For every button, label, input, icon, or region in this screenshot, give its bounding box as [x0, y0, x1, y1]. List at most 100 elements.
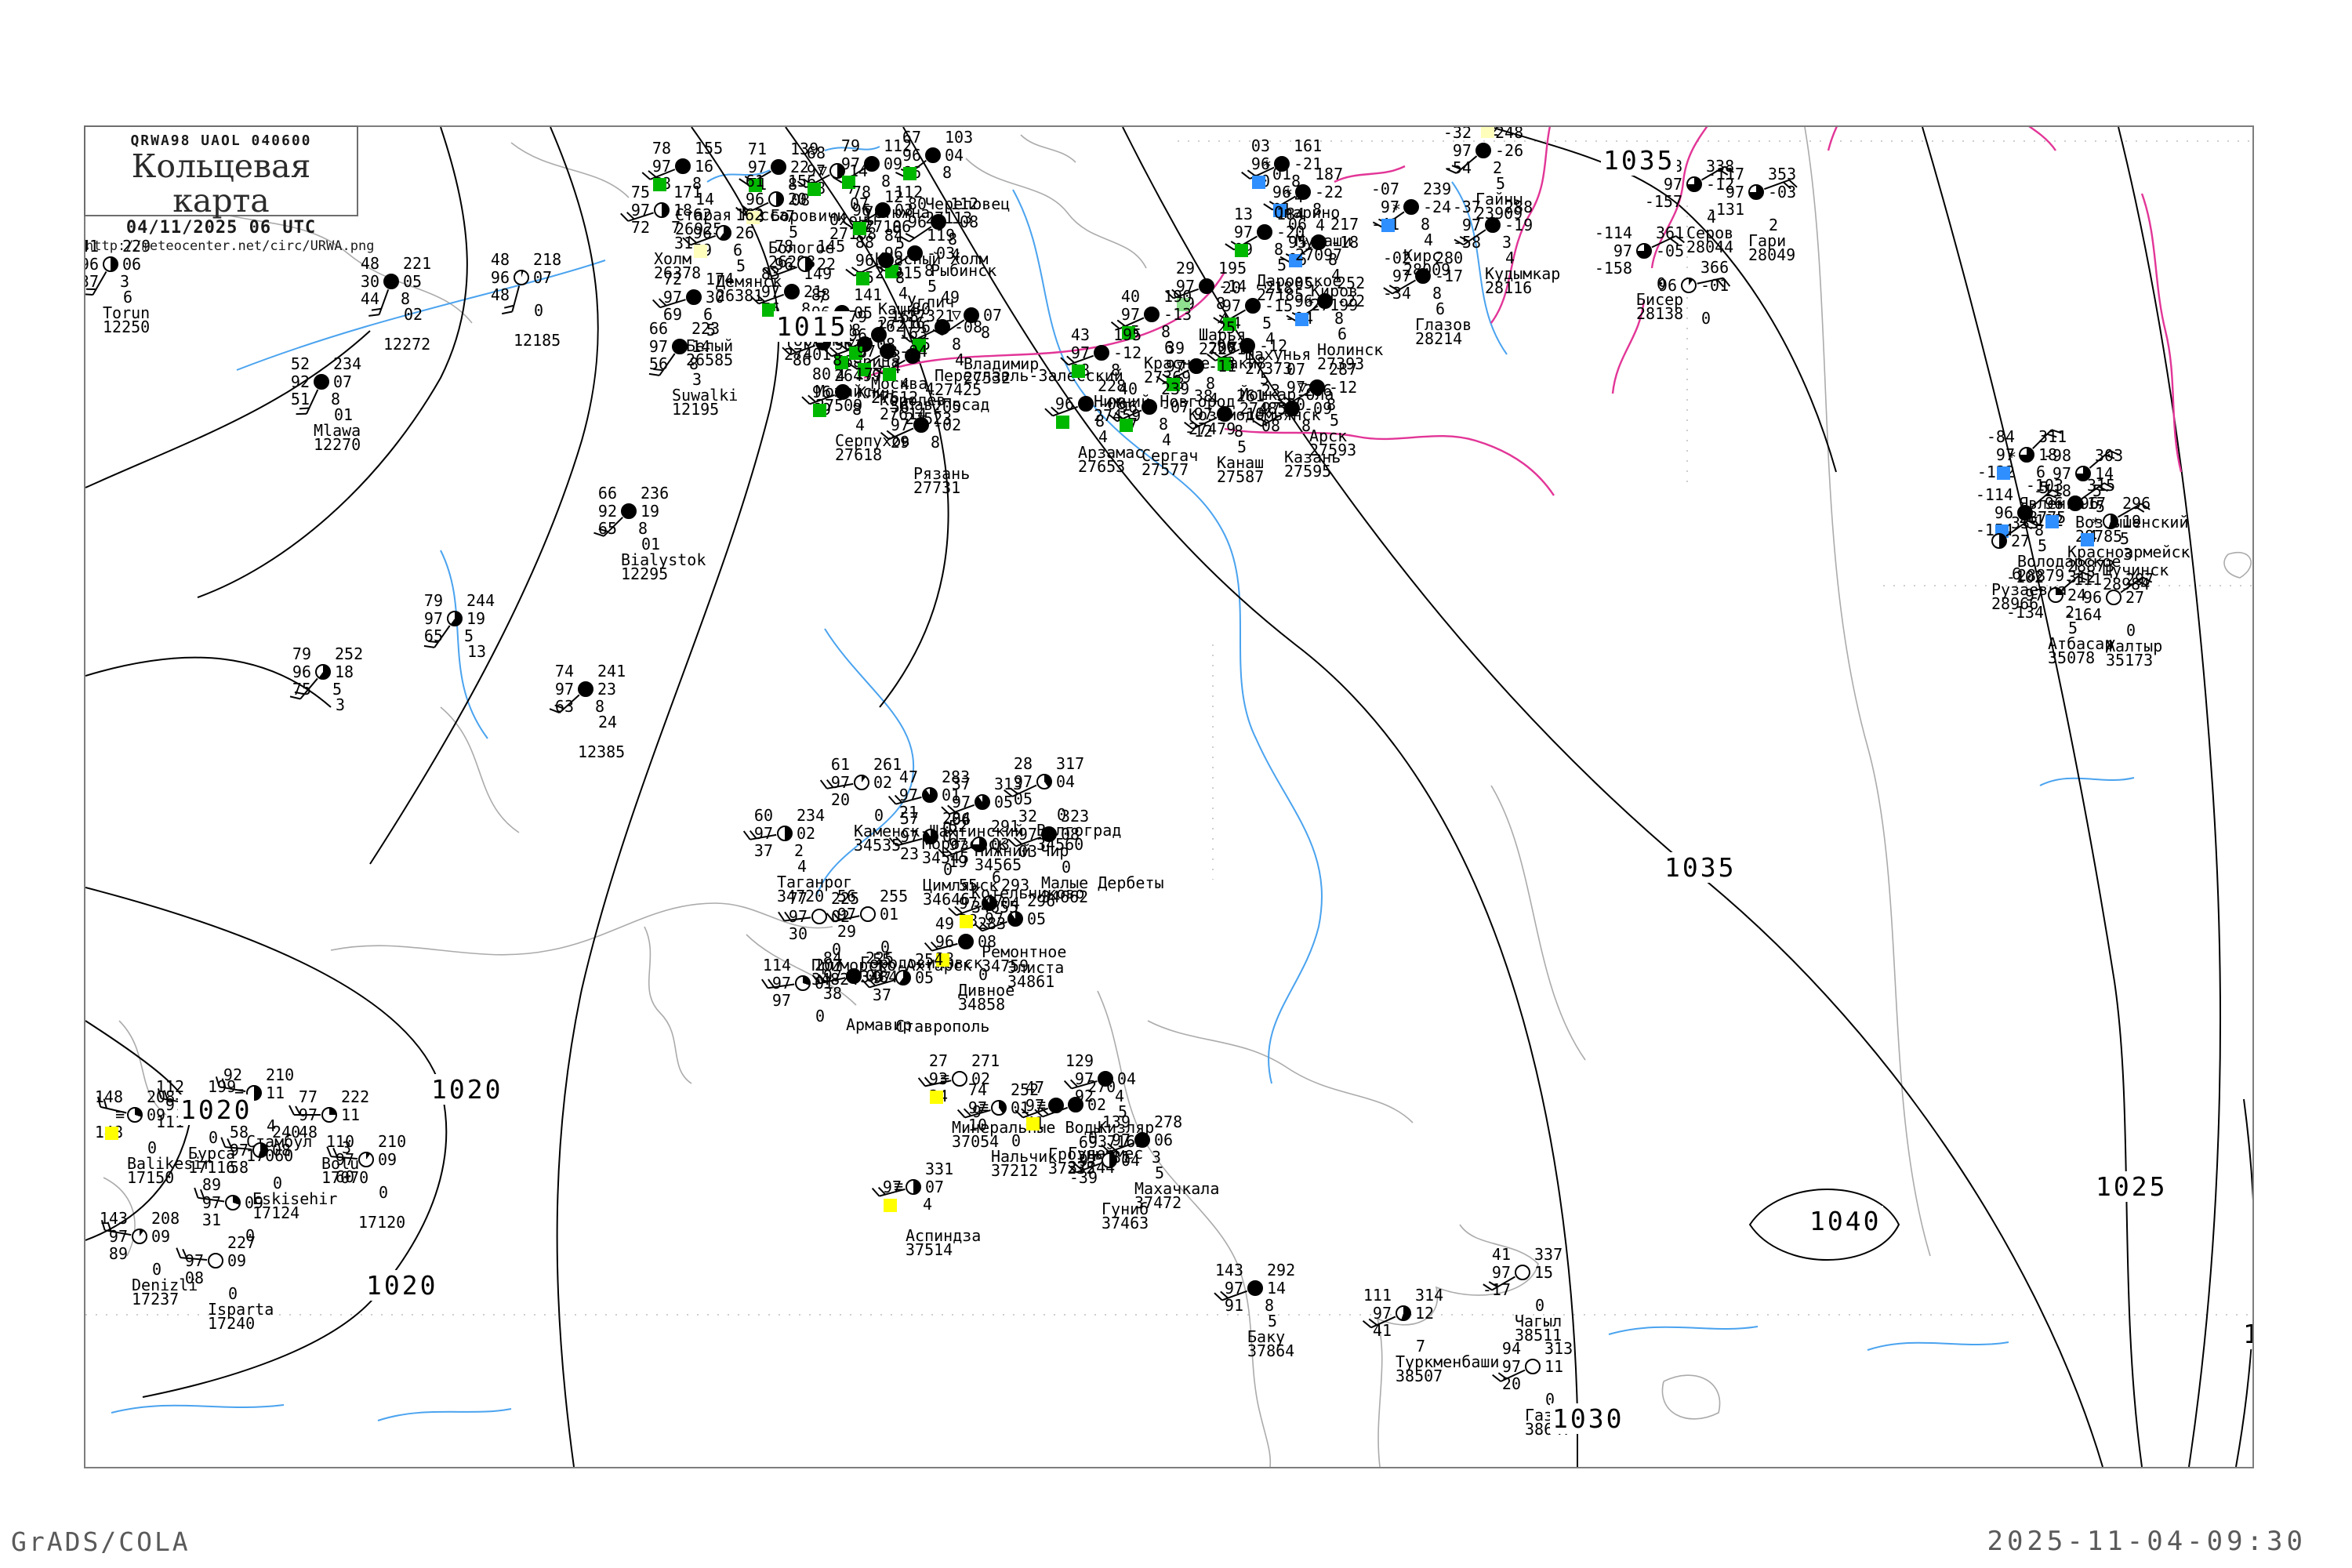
temperature-value: 114 — [762, 956, 791, 975]
cloud-code-value: 08 — [791, 191, 811, 209]
station-name: Кашин — [878, 299, 926, 318]
temperature-value: 74 — [967, 1080, 987, 1099]
temperature-value: 49 — [940, 288, 960, 307]
cloud-cover-icon — [922, 787, 938, 803]
temperature-value: 41 — [1491, 1245, 1511, 1264]
cloud-cover-icon — [784, 284, 800, 299]
cloud-cover-icon — [2103, 514, 2118, 529]
cloud-amount-value: 8 — [1095, 412, 1105, 430]
tendency-value: -13 — [1163, 305, 1192, 324]
station-name: Нижний Чир — [975, 841, 1069, 860]
cloud-cover-icon — [1078, 396, 1094, 412]
dewpoint-value: 44 — [360, 289, 379, 308]
dewpoint-value: 69 — [662, 305, 682, 324]
station-id: 17240 — [208, 1314, 256, 1333]
station-id: 26585 — [686, 350, 734, 369]
humidity-value: 97 — [1070, 343, 1090, 362]
precip-marker — [930, 1091, 943, 1104]
cloud-amount-value: 8 — [1216, 294, 1226, 313]
humidity-value: 96 — [1118, 397, 1138, 416]
cloud-code-value: 0 — [943, 860, 953, 879]
cloud-code-value: 0 — [379, 1183, 389, 1202]
precip-marker — [1997, 466, 2010, 480]
dewpoint-value: 75 — [292, 680, 311, 699]
temperature-value: 143 — [99, 1209, 128, 1228]
temperature-value: 111 — [1363, 1286, 1392, 1305]
cloud-code-value: 5 — [736, 256, 746, 275]
tendency-value: 11 — [341, 1105, 361, 1124]
cloud-amount-value: 4 — [923, 1195, 933, 1214]
pressure-value: 163 — [899, 324, 928, 343]
cloud-amount-value: 3 — [1152, 1148, 1162, 1167]
humidity-value: 97 — [1995, 445, 2015, 464]
temperature-value: 61 — [830, 755, 850, 774]
temperature-value: 13 — [1233, 205, 1253, 223]
temperature-value: 78 — [652, 139, 671, 158]
dewpoint-value: 56 — [648, 354, 668, 373]
humidity-value: 92 — [597, 502, 617, 521]
cloud-cover-icon — [2048, 587, 2063, 603]
station-id: 17124 — [252, 1203, 300, 1222]
dewpoint-value: 08 — [1261, 416, 1280, 435]
cloud-amount-value: 8 — [881, 172, 891, 191]
tendency-value: 27 — [2011, 532, 2031, 550]
station-name: Баку — [1247, 1327, 1286, 1346]
isobar-label: 1035 — [1662, 852, 1739, 883]
tendency-value: -12 — [1113, 343, 1142, 362]
cloud-amount-value: 8 — [1312, 200, 1323, 219]
pressure-value: 236 — [641, 484, 670, 503]
pressure-value: 165 — [891, 307, 920, 326]
dewpoint-value: 29 — [890, 433, 909, 452]
cloud-cover-icon — [321, 1107, 337, 1123]
dewpoint-value: 86 — [792, 350, 811, 369]
temperature-value: 40 — [1118, 379, 1138, 398]
station-name: Mlawa — [314, 421, 361, 440]
pressure-value: 145 — [817, 237, 846, 256]
station-id: 27653 — [1078, 457, 1126, 476]
precip-marker — [694, 245, 707, 258]
station-name: Isparta — [208, 1300, 274, 1319]
cloud-code-value: 0 — [880, 938, 891, 956]
cloud-cover-icon — [1048, 1098, 1064, 1113]
pressure-value: 155 — [695, 139, 724, 158]
tendency-value: 19 — [466, 609, 486, 628]
temperature-value: -84 — [1986, 427, 2015, 446]
cloud-cover-icon — [931, 214, 946, 230]
tendency-value: 08 — [978, 932, 997, 951]
humidity-value: 96 — [1250, 154, 1270, 173]
pressure-value: 162 — [735, 205, 764, 224]
station-name: Армавир — [846, 1015, 913, 1034]
humidity-value: 97 — [747, 158, 767, 176]
pressure-value: 315 — [2087, 476, 2116, 495]
cloud-code-value: 0 — [245, 1226, 256, 1245]
cloud-cover-icon — [315, 664, 331, 680]
cloud-cover-icon — [1681, 278, 1697, 293]
station-id: 34535 — [854, 836, 902, 855]
cloud-cover-icon — [1094, 345, 1109, 361]
cloud-cover-icon — [777, 826, 793, 841]
precip-marker — [1177, 298, 1190, 311]
cloud-cover-icon — [880, 343, 895, 359]
station-name: Шахунья — [1245, 345, 1312, 364]
temperature-value: -117 — [1706, 165, 1744, 183]
cloud-amount-value: 8 — [331, 390, 341, 408]
cloud-cover-icon — [132, 1229, 147, 1244]
cloud-amount-value: 8 — [1234, 422, 1244, 441]
station-id: 38511 — [1515, 1326, 1563, 1345]
tendency-value: -05 — [1656, 241, 1685, 260]
cloud-code-value: 3 — [692, 370, 702, 389]
station-name: Чагыл — [1515, 1312, 1563, 1330]
precip-marker — [1295, 313, 1308, 326]
cloud-amount-value: 3 — [1502, 233, 1512, 252]
humidity-value: 97 — [1461, 216, 1481, 234]
cloud-code-value: 3 — [2123, 545, 2133, 564]
tendency-value: -01 — [1700, 276, 1730, 295]
station-name: Гайны — [1475, 190, 1523, 209]
cloud-amount-value: 2 — [1493, 158, 1503, 177]
station-name: Королёв — [880, 390, 946, 409]
humidity-value: 97 — [1372, 1304, 1392, 1323]
tendency-value: -21 — [1294, 154, 1323, 173]
temperature-value: -98 — [2042, 446, 2071, 465]
pressure-value: 254 — [915, 950, 944, 969]
cloud-code-value: 4 — [797, 857, 808, 876]
